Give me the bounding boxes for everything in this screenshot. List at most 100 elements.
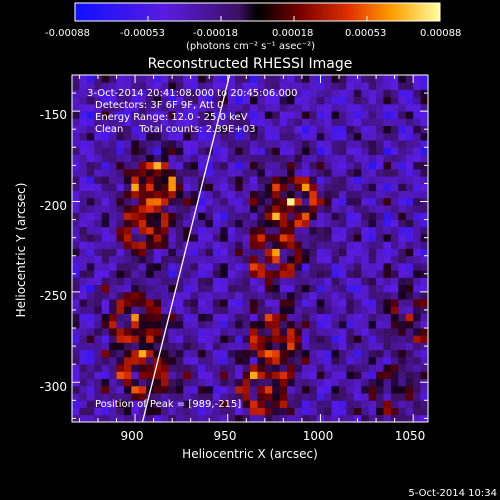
heatmap-cell	[123, 371, 132, 380]
heatmap-cell	[346, 342, 355, 351]
heatmap-cell	[146, 161, 154, 170]
heatmap-cell	[331, 183, 340, 192]
heatmap-cell	[413, 407, 421, 416]
heatmap-cell	[309, 342, 318, 351]
heatmap-cell	[86, 197, 95, 206]
heatmap-cell	[257, 103, 266, 112]
heatmap-cell	[390, 176, 399, 184]
heatmap-cell	[353, 393, 362, 401]
heatmap-cell	[272, 212, 281, 220]
heatmap-cell	[405, 371, 414, 380]
heatmap-cell	[383, 313, 392, 322]
heatmap-cell	[331, 291, 340, 300]
heatmap-cell	[146, 313, 154, 322]
heatmap-cell	[279, 248, 288, 257]
heatmap-cell	[353, 190, 362, 199]
heatmap-cell	[405, 407, 414, 416]
heatmap-cell	[227, 161, 236, 170]
heatmap-cell	[316, 147, 325, 155]
heatmap-cell	[413, 262, 421, 271]
heatmap-cell	[339, 393, 347, 401]
heatmap-cell	[398, 205, 407, 213]
heatmap-cell	[316, 197, 325, 206]
heatmap-cell	[279, 299, 288, 307]
heatmap-cell	[242, 248, 251, 257]
heatmap-cell	[264, 82, 273, 90]
heatmap-cell	[175, 111, 184, 119]
heatmap-cell	[235, 378, 243, 387]
heatmap-cell	[316, 299, 325, 307]
heatmap-cell	[101, 241, 110, 249]
heatmap-cell	[79, 234, 88, 242]
heatmap-cell	[287, 111, 295, 119]
heatmap-cell	[220, 226, 229, 235]
heatmap-cell	[101, 161, 110, 170]
heatmap-cell	[309, 212, 318, 220]
heatmap-cell	[398, 255, 407, 264]
heatmap-cell	[346, 103, 355, 112]
heatmap-cell	[279, 161, 288, 170]
heatmap-cell	[257, 378, 266, 387]
heatmap-cell	[212, 313, 221, 322]
heatmap-cell	[168, 328, 177, 336]
heatmap-cell	[339, 407, 347, 416]
heatmap-cell	[175, 349, 184, 358]
heatmap-cell	[79, 197, 88, 206]
heatmap-cell	[376, 364, 384, 372]
heatmap-cell	[287, 140, 295, 148]
heatmap-cell	[353, 226, 362, 235]
heatmap-cell	[72, 356, 80, 365]
heatmap-cell	[205, 277, 214, 286]
heatmap-cell	[368, 132, 377, 141]
heatmap-cell	[405, 291, 414, 300]
heatmap-cell	[368, 306, 377, 314]
heatmap-cell	[205, 140, 214, 148]
heatmap-cell	[198, 320, 206, 329]
heatmap-cell	[339, 161, 347, 170]
heatmap-cell	[94, 277, 103, 286]
heatmap-cell	[168, 82, 177, 90]
heatmap-cell	[198, 378, 206, 387]
heatmap-cell	[205, 270, 214, 278]
heatmap-cell	[153, 378, 162, 387]
heatmap-cell	[279, 197, 288, 206]
heatmap-cell	[316, 219, 325, 228]
heatmap-cell	[138, 219, 147, 228]
heatmap-cell	[183, 342, 192, 351]
heatmap-cell	[368, 328, 377, 336]
heatmap-cell	[287, 103, 295, 112]
heatmap-cell	[175, 212, 184, 220]
heatmap-cell	[346, 335, 355, 343]
heatmap-cell	[190, 147, 199, 155]
heatmap-cell	[420, 103, 428, 112]
heatmap-cell	[316, 176, 325, 184]
heatmap-cell	[79, 111, 88, 119]
heatmap-cell	[138, 161, 147, 170]
heatmap-cell	[168, 335, 177, 343]
heatmap-cell	[86, 75, 95, 83]
heatmap-cell	[212, 291, 221, 300]
heatmap-cell	[368, 335, 377, 343]
heatmap-cell	[183, 176, 192, 184]
heatmap-cell	[138, 371, 147, 380]
heatmap-cell	[294, 205, 303, 213]
heatmap-cell	[383, 234, 392, 242]
heatmap-cell	[101, 147, 110, 155]
heatmap-cell	[324, 356, 332, 365]
heatmap-cell	[146, 328, 154, 336]
heatmap-cell	[220, 197, 229, 206]
heatmap-cell	[301, 183, 310, 192]
heatmap-cell	[405, 277, 414, 286]
heatmap-cell	[316, 125, 325, 134]
heatmap-cell	[331, 125, 340, 134]
heatmap-cell	[398, 291, 407, 300]
heatmap-cell	[353, 328, 362, 336]
heatmap-cell	[220, 205, 229, 213]
heatmap-cell	[331, 96, 340, 105]
heatmap-cell	[101, 103, 110, 112]
heatmap-cell	[279, 234, 288, 242]
heatmap-cell	[212, 262, 221, 271]
heatmap-cell	[205, 219, 214, 228]
heatmap-cell	[398, 262, 407, 271]
heatmap-cell	[161, 364, 169, 372]
